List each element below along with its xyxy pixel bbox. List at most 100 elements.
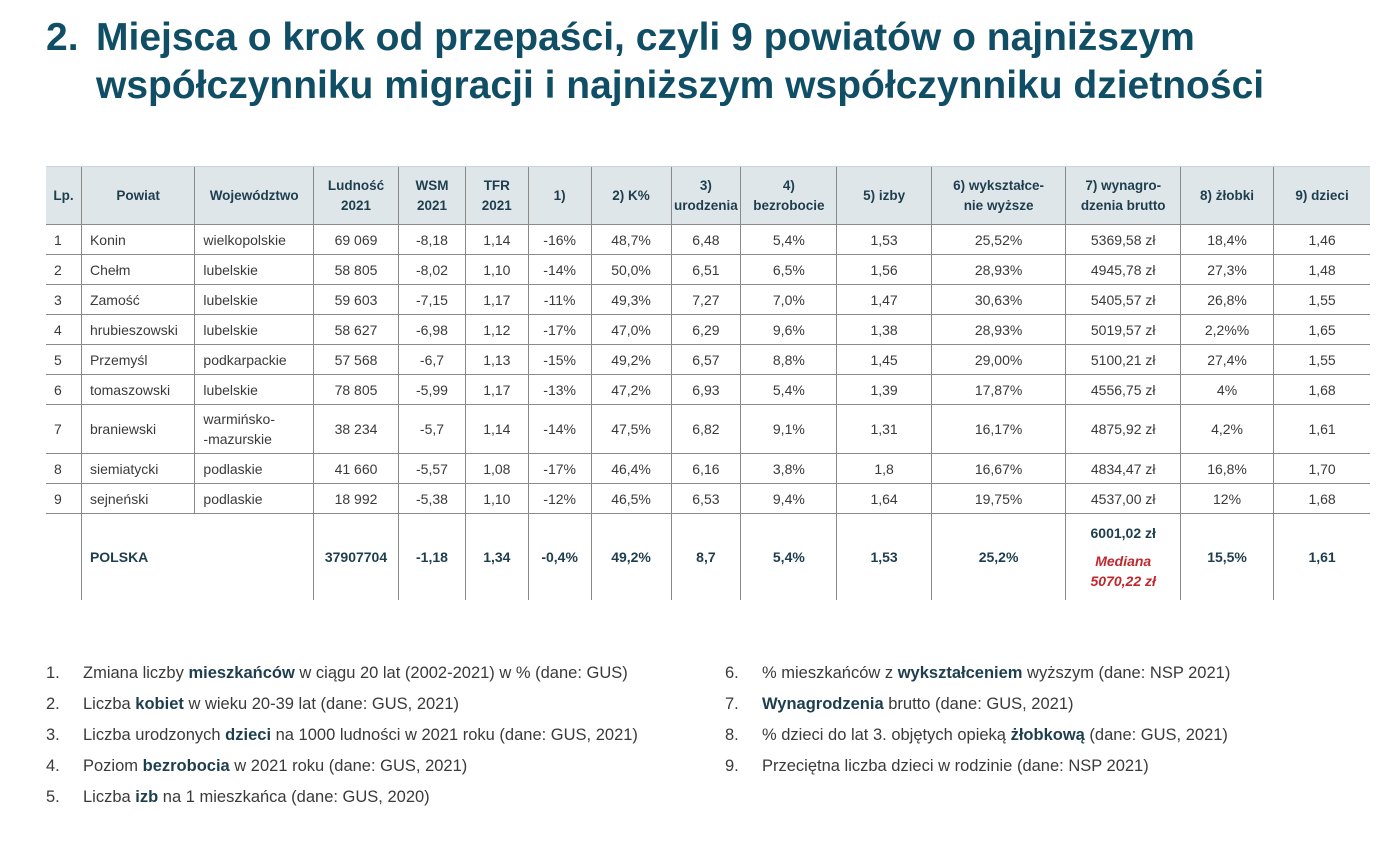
cell-c2: 49,3% [590, 284, 672, 315]
cell-c4: 5,4% [740, 374, 837, 405]
header-c3: 3) urodzenia [670, 166, 741, 225]
cell-c5: 1,39 [836, 374, 932, 405]
cell-powiat: braniewski [80, 404, 195, 454]
cell-c7: 4556,75 zł [1065, 374, 1181, 405]
cell-c5: 1,8 [836, 453, 932, 484]
cell-c8: 26,8% [1179, 284, 1274, 315]
title-number: 2. [46, 16, 79, 59]
cell-c3: 6,53 [670, 483, 741, 514]
cell-tfr: 1,13 [464, 344, 529, 375]
cell-tfr: 1,17 [464, 284, 529, 315]
cell-c6: 17,87% [930, 374, 1066, 405]
header-c4: 4) bezrobocie [740, 166, 837, 225]
cell-wsm: -5,38 [398, 483, 466, 514]
header-c8: 8) żłobki [1179, 166, 1274, 225]
total-c7: 6001,02 zł Mediana 5070,22 zł [1065, 513, 1181, 600]
table-row: 3 Zamość lubelskie 59 603 -7,15 1,17 -11% 49,3%… [46, 284, 1370, 315]
cell-c7: 5100,21 zł [1065, 344, 1181, 375]
cell-c2: 46,5% [590, 483, 672, 514]
cell-c8: 12% [1179, 483, 1274, 514]
cell-woj: podlaskie [194, 483, 314, 514]
table-row: 2 Chełm lubelskie 58 805 -8,02 1,10 -14% 50,0% 6… [46, 254, 1370, 285]
cell-c6: 16,67% [930, 453, 1066, 484]
cell-powiat: Konin [80, 224, 195, 255]
cell-ludnosc: 78 805 [312, 374, 399, 405]
cell-c7: 5405,57 zł [1065, 284, 1181, 315]
total-woj [195, 514, 314, 601]
total-ludnosc: 37907704 [312, 513, 399, 600]
footnote-item: 2. Liczba kobiet w wieku 20-39 lat (dane:… [46, 695, 460, 713]
cell-c5: 1,45 [836, 344, 932, 375]
total-c6: 25,2% [930, 513, 1066, 600]
total-lp [46, 514, 81, 601]
footnote-item: 6.% mieszkańców z wykształceniem wyższym… [725, 664, 1231, 682]
cell-c4: 3,8% [740, 453, 837, 484]
cell-c9: 1,68 [1273, 374, 1370, 405]
header-lp: Lp. [46, 166, 82, 225]
title-line-1: Miejsca o krok od przepaści, czyli 9 pow… [96, 16, 1195, 59]
cell-c5: 1,47 [836, 284, 932, 315]
cell-ludnosc: 69 069 [312, 224, 399, 255]
cell-woj: lubelskie [194, 284, 314, 315]
table-row: 6 tomaszowski lubelskie 78 805 -5,99 1,17 -13%… [46, 374, 1370, 405]
cell-c2: 49,2% [590, 344, 672, 375]
cell-c9: 1,68 [1273, 483, 1370, 514]
cell-c4: 6,5% [740, 254, 837, 285]
cell-c8: 16,8% [1179, 453, 1274, 484]
cell-wsm: -5,7 [398, 404, 466, 454]
cell-c1: -17% [527, 314, 592, 345]
cell-ludnosc: 58 627 [312, 314, 399, 345]
cell-ludnosc: 41 660 [312, 453, 399, 484]
cell-c5: 1,38 [836, 314, 932, 345]
footnote-item: 9. Przeciętna liczba dzieci w rodzinie (d… [725, 757, 1149, 775]
table-row: 7 braniewski warmińsko- -mazurskie 38 234 -5,… [46, 404, 1370, 454]
header-wojewodztwo: Województwo [194, 166, 314, 225]
footnotes-left: 1. Zmiana liczby mieszkańców w ciągu 20 l… [46, 661, 638, 816]
cell-c5: 1,53 [836, 224, 932, 255]
cell-c3: 6,93 [670, 374, 741, 405]
cell-c8: 18,4% [1179, 224, 1274, 255]
cell-wsm: -8,18 [398, 224, 466, 255]
cell-c8: 27,4% [1179, 344, 1274, 375]
cell-woj: warmińsko- -mazurskie [194, 404, 314, 454]
cell-c8: 27,3% [1179, 254, 1274, 285]
cell-powiat: Przemyśl [80, 344, 195, 375]
cell-c4: 9,1% [740, 404, 837, 454]
cell-tfr: 1,17 [464, 374, 529, 405]
table-header-row: Lp. Powiat Województwo Ludność 2021 WSM 20… [46, 166, 1370, 225]
total-c3: 8,7 [670, 513, 741, 600]
header-c9: 9) dzieci [1273, 166, 1370, 225]
header-ludnosc: Ludność 2021 [312, 166, 399, 225]
cell-wsm: -5,99 [398, 374, 466, 405]
cell-lp: 7 [46, 404, 82, 454]
cell-c7: 5369,58 zł [1065, 224, 1181, 255]
cell-c2: 50,0% [590, 254, 672, 285]
cell-wsm: -5,57 [398, 453, 466, 484]
footnote-item: 4. Poziom bezrobocia w 2021 roku (dane: G… [46, 757, 468, 775]
cell-c1: -14% [527, 404, 592, 454]
cell-c3: 7,27 [670, 284, 741, 315]
cell-wsm: -6,7 [398, 344, 466, 375]
cell-ludnosc: 59 603 [312, 284, 399, 315]
cell-c6: 28,93% [930, 314, 1066, 345]
header-c1: 1) [527, 166, 592, 225]
total-c1: -0,4% [527, 513, 592, 600]
total-wsm: -1,18 [398, 513, 466, 600]
footnote-item: 7. Wynagrodzenia brutto (dane: GUS, 2021) [725, 695, 1074, 713]
header-tfr: TFR 2021 [464, 166, 529, 225]
total-c9: 1,61 [1273, 513, 1370, 600]
cell-lp: 3 [46, 284, 82, 315]
cell-c4: 9,6% [740, 314, 837, 345]
total-salary: 6001,02 zł [1090, 525, 1156, 541]
footnote-item: 8.% dzieci do lat 3. objętych opieką żło… [725, 726, 1228, 744]
page-title: 2. Miejsca o krok od przepaści, czyli 9 p… [46, 14, 1376, 110]
cell-woj: lubelskie [194, 254, 314, 285]
total-label: POLSKA [80, 513, 195, 600]
table-row: 4 hrubieszowski lubelskie 58 627 -6,98 1,12 -1… [46, 314, 1370, 345]
table-row: 9 sejneński podlaskie 18 992 -5,38 1,10 -12% 46… [46, 483, 1370, 514]
cell-c1: -16% [527, 224, 592, 255]
powiaty-table: Lp. Powiat Województwo Ludność 2021 WSM 20… [46, 166, 1370, 600]
table-row: 5 Przemyśl podkarpackie 57 568 -6,7 1,13 -15% 4… [46, 344, 1370, 375]
cell-c1: -17% [527, 453, 592, 484]
cell-powiat: tomaszowski [80, 374, 195, 405]
